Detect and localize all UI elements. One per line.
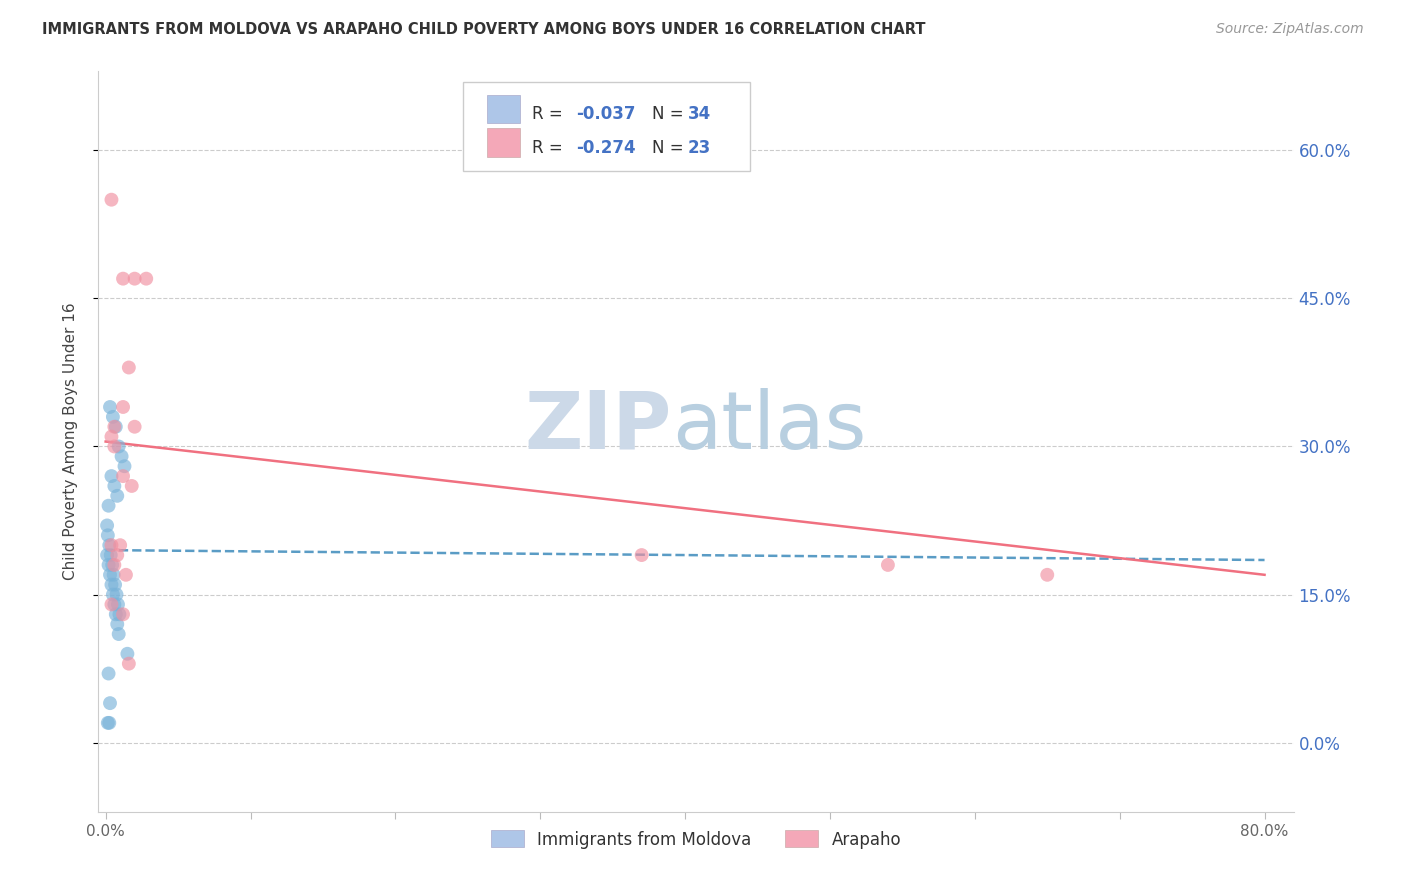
Point bbox=[877, 558, 900, 572]
Point bbox=[103, 567, 125, 582]
Point bbox=[105, 548, 128, 562]
Text: 23: 23 bbox=[688, 138, 711, 157]
Point bbox=[103, 479, 125, 493]
Point bbox=[107, 627, 129, 641]
Point bbox=[97, 558, 120, 572]
Point bbox=[97, 499, 120, 513]
Point bbox=[112, 469, 135, 483]
Point bbox=[112, 607, 135, 622]
Point bbox=[100, 577, 122, 591]
Point bbox=[100, 538, 122, 552]
Text: N =: N = bbox=[652, 138, 689, 157]
Point bbox=[105, 588, 128, 602]
Point bbox=[112, 400, 135, 414]
Point bbox=[124, 271, 146, 285]
Point bbox=[97, 666, 120, 681]
Text: ZIP: ZIP bbox=[524, 388, 672, 466]
Text: N =: N = bbox=[652, 104, 689, 122]
Point bbox=[100, 193, 122, 207]
Point bbox=[108, 607, 131, 622]
Point bbox=[96, 518, 118, 533]
Point bbox=[98, 400, 121, 414]
Text: atlas: atlas bbox=[672, 388, 866, 466]
Text: R =: R = bbox=[533, 138, 568, 157]
Point bbox=[135, 271, 157, 285]
Point bbox=[98, 538, 121, 552]
Point bbox=[100, 548, 122, 562]
Point bbox=[98, 715, 121, 730]
Point bbox=[124, 419, 146, 434]
FancyBboxPatch shape bbox=[463, 82, 749, 171]
Point bbox=[105, 489, 128, 503]
Text: R =: R = bbox=[533, 104, 568, 122]
Point bbox=[103, 419, 125, 434]
Legend: Immigrants from Moldova, Arapaho: Immigrants from Moldova, Arapaho bbox=[484, 823, 908, 855]
Point bbox=[103, 558, 125, 572]
Point bbox=[104, 419, 127, 434]
Point bbox=[104, 607, 127, 622]
Point bbox=[115, 567, 138, 582]
Bar bbox=[486, 128, 520, 156]
Point bbox=[112, 271, 135, 285]
Point bbox=[108, 538, 131, 552]
Point bbox=[101, 558, 124, 572]
Text: 34: 34 bbox=[688, 104, 711, 122]
Point bbox=[103, 598, 125, 612]
Point bbox=[121, 479, 143, 493]
Point bbox=[98, 696, 121, 710]
Text: Source: ZipAtlas.com: Source: ZipAtlas.com bbox=[1216, 22, 1364, 37]
Point bbox=[101, 588, 124, 602]
Point bbox=[97, 528, 120, 542]
Y-axis label: Child Poverty Among Boys Under 16: Child Poverty Among Boys Under 16 bbox=[63, 302, 77, 581]
Point bbox=[96, 548, 118, 562]
Point bbox=[114, 459, 136, 474]
Point bbox=[100, 429, 122, 443]
Point bbox=[98, 567, 121, 582]
Point bbox=[117, 647, 139, 661]
Point bbox=[110, 450, 132, 464]
Point bbox=[101, 409, 124, 424]
Point bbox=[107, 440, 129, 454]
Text: IMMIGRANTS FROM MOLDOVA VS ARAPAHO CHILD POVERTY AMONG BOYS UNDER 16 CORRELATION: IMMIGRANTS FROM MOLDOVA VS ARAPAHO CHILD… bbox=[42, 22, 925, 37]
Point bbox=[105, 617, 128, 632]
Bar bbox=[486, 95, 520, 123]
Point bbox=[118, 360, 141, 375]
Text: -0.274: -0.274 bbox=[576, 138, 636, 157]
Point bbox=[118, 657, 141, 671]
Text: -0.037: -0.037 bbox=[576, 104, 636, 122]
Point bbox=[107, 598, 129, 612]
Point bbox=[104, 577, 127, 591]
Point bbox=[100, 598, 122, 612]
Point bbox=[97, 715, 120, 730]
Point bbox=[100, 469, 122, 483]
Point bbox=[630, 548, 652, 562]
Point bbox=[103, 440, 125, 454]
Point bbox=[1036, 567, 1059, 582]
